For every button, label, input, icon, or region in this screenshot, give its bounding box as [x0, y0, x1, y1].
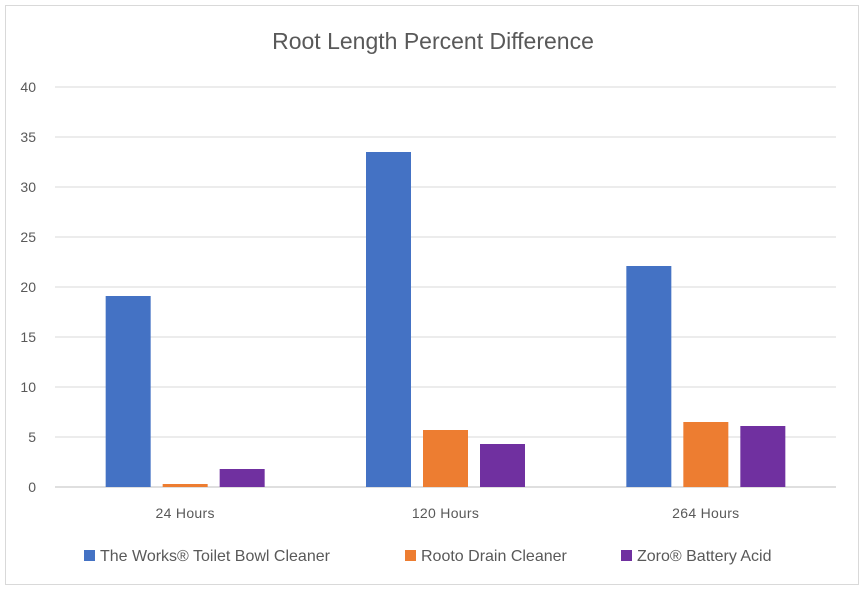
chart-frame: [5, 5, 859, 585]
x-category-label: 264 Hours: [672, 505, 739, 521]
legend-swatch: [621, 550, 632, 561]
legend-swatch: [84, 550, 95, 561]
y-tick-label: 10: [20, 379, 36, 395]
x-category-label: 120 Hours: [412, 505, 479, 521]
bar-the-works-toilet-bowl-cleaner-24-hours: [105, 296, 151, 487]
legend-label: Rooto Drain Cleaner: [421, 548, 568, 565]
y-tick-label: 20: [20, 279, 36, 295]
legend-label: Zoro® Battery Acid: [637, 548, 772, 565]
legend-item: The Works® Toilet Bowl Cleaner: [84, 548, 331, 565]
y-tick-label: 25: [20, 229, 36, 245]
y-tick-label: 0: [28, 479, 36, 495]
bar-the-works-toilet-bowl-cleaner-120-hours: [366, 152, 411, 487]
x-category-label: 24 Hours: [156, 505, 215, 521]
y-tick-label: 15: [20, 329, 36, 345]
bar-zoro-battery-acid-120-hours: [480, 444, 525, 487]
bar-the-works-toilet-bowl-cleaner-264-hours: [626, 266, 672, 487]
y-axis-ticks: 0 5 10 15 20 25 30 35 40: [20, 79, 36, 495]
legend-label: The Works® Toilet Bowl Cleaner: [100, 548, 331, 565]
x-axis-categories: 24 Hours 120 Hours 264 Hours: [156, 505, 740, 521]
bar-zoro-battery-acid-24-hours: [219, 469, 265, 487]
legend-item: Zoro® Battery Acid: [621, 548, 772, 565]
y-tick-label: 35: [20, 129, 36, 145]
bar-rooto-drain-cleaner-264-hours: [683, 422, 729, 487]
bar-rooto-drain-cleaner-24-hours: [162, 484, 208, 487]
legend-item: Rooto Drain Cleaner: [405, 548, 568, 565]
y-tick-label: 30: [20, 179, 36, 195]
bars: [105, 152, 786, 487]
legend: The Works® Toilet Bowl Cleaner Rooto Drai…: [84, 548, 772, 565]
bar-zoro-battery-acid-264-hours: [740, 426, 786, 487]
legend-swatch: [405, 550, 416, 561]
bar-rooto-drain-cleaner-120-hours: [423, 430, 468, 487]
chart-title: Root Length Percent Difference: [272, 28, 594, 54]
y-tick-label: 40: [20, 79, 36, 95]
y-tick-label: 5: [28, 429, 36, 445]
